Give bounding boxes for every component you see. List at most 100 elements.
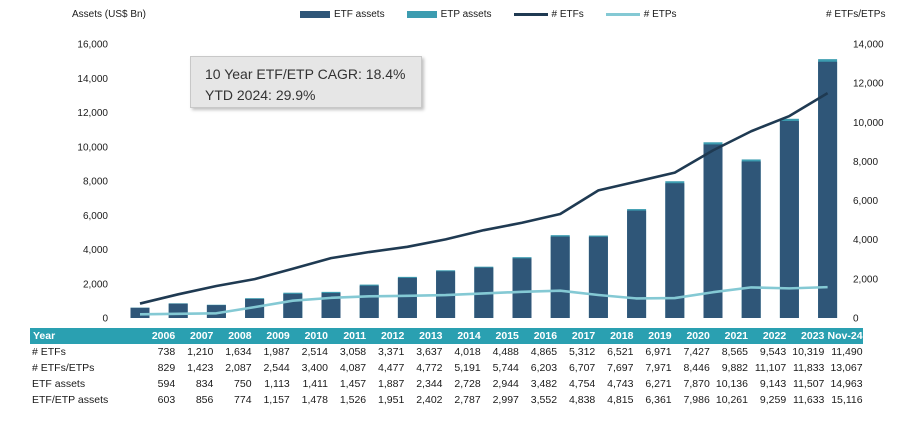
- table-header-year: 2013: [419, 330, 443, 342]
- table-cell: 2,402: [416, 394, 443, 406]
- left-tick-label: 14,000: [77, 74, 108, 85]
- legend-swatch-etps-count: [605, 13, 640, 16]
- table-cell: 7,697: [607, 362, 634, 374]
- legend-swatch-etf-assets: [300, 11, 330, 18]
- table-cell: 1,887: [378, 378, 405, 390]
- table-cell: 8,446: [683, 362, 710, 374]
- bar-etf-assets-2007: [168, 303, 188, 318]
- table-cell: 2,787: [454, 394, 481, 406]
- left-axis-title: Assets (US$ Bn): [72, 9, 146, 20]
- table-cell: 13,067: [830, 362, 863, 374]
- table-cell: 9,143: [759, 378, 787, 390]
- table-cell: 1,411: [302, 378, 328, 390]
- table-cell: 5,312: [568, 346, 596, 358]
- bar-etf-assets-2017: [550, 236, 570, 318]
- table-cell: 11,833: [793, 362, 825, 374]
- table-cell: 9,259: [759, 394, 787, 406]
- legend-label-etf-assets: ETF assets: [334, 9, 385, 20]
- table-header-year: 2011: [343, 330, 367, 342]
- table-cell: 8,565: [721, 346, 748, 358]
- cagr-annotation: 10 Year ETF/ETP CAGR: 18.4% YTD 2024: 29…: [190, 56, 422, 108]
- right-tick-label: 10,000: [853, 118, 884, 129]
- bar-etf-assets-2022: [741, 161, 761, 318]
- legend-label-etp-assets: ETP assets: [440, 9, 492, 20]
- table-cell: 6,361: [645, 394, 672, 406]
- table-cell: 603: [157, 394, 176, 406]
- table-header-year: 2023: [801, 330, 825, 342]
- table-header-year: 2017: [571, 330, 596, 342]
- bar-etf-assets-2016: [512, 258, 532, 318]
- table-row-label: # ETFs/ETPs: [32, 362, 95, 374]
- table-header-year: 2019: [648, 330, 672, 342]
- table-cell: 3,400: [301, 362, 328, 374]
- ytd-line: YTD 2024: 29.9%: [205, 87, 316, 103]
- legend-label-etps-count: # ETPs: [643, 9, 677, 20]
- table-cell: 3,637: [416, 346, 443, 358]
- table-row: ETF/ETP assets 603 856 774 1,157 1,478 1,526 1,…: [30, 392, 863, 408]
- right-axis-title: # ETFs/ETPs: [826, 9, 886, 20]
- table-cell: 4,087: [339, 362, 367, 374]
- bar-etf-assets-2023: [779, 120, 799, 318]
- table-cell: 4,488: [492, 346, 519, 358]
- table-cell: 11,107: [754, 362, 787, 374]
- table-cell: 3,058: [339, 346, 367, 358]
- table-header-year: 2016: [533, 330, 558, 342]
- table-cell: 1,457: [339, 378, 367, 390]
- table-cell: 4,018: [454, 346, 481, 358]
- table-header-year: 2012: [380, 330, 405, 342]
- right-tick-label: 4,000: [853, 235, 878, 246]
- table-cell: 774: [234, 394, 252, 406]
- table-cell: 7,870: [683, 378, 710, 390]
- table-cell: 2,728: [454, 378, 481, 390]
- table-row: # ETFs/ETPs 829 1,423 2,087 2,544 3,400 4,087 4…: [30, 360, 863, 376]
- right-tick-label: 12,000: [853, 79, 884, 90]
- table-header-year: 2015: [495, 330, 519, 342]
- table-header-year: 2021: [724, 330, 748, 342]
- table-cell: 3,371: [378, 346, 405, 358]
- table-cell: 7,986: [683, 394, 710, 406]
- table-cell: 10,319: [792, 346, 825, 358]
- bar-etf-assets-2018: [588, 236, 608, 318]
- table-cell: 1,526: [339, 394, 367, 406]
- left-tick-label: 0: [102, 314, 108, 325]
- table-cell: 594: [157, 378, 176, 390]
- legend-item-etfs-count: # ETFs: [513, 9, 584, 20]
- chart-legend: ETF assets ETP assets # ETFs # ETPs: [300, 9, 699, 20]
- table-cell: 5,744: [492, 362, 519, 374]
- legend-item-etp-assets: ETP assets: [406, 9, 492, 20]
- table-cell: 4,772: [416, 362, 443, 374]
- table-cell: 1,113: [264, 378, 290, 390]
- table-cell: 10,136: [715, 378, 748, 390]
- bar-etf-assets-Nov-24: [818, 61, 838, 318]
- table-cell: 2,544: [263, 362, 290, 374]
- table-cell: 11,633: [793, 394, 825, 406]
- table-cell: 856: [195, 394, 214, 406]
- bar-layer: [130, 59, 838, 319]
- table-header-year: 2018: [610, 330, 634, 342]
- table-cell: 1,157: [263, 394, 290, 406]
- left-tick-label: 10,000: [77, 142, 108, 153]
- right-tick-label: 14,000: [853, 40, 884, 51]
- chart-plot: 0 2,000 4,000 6,000 8,000 10,000 12,000 14,000 1…: [77, 40, 884, 325]
- table-header-year: 2009: [266, 330, 290, 342]
- table-cell: 10,261: [715, 394, 748, 406]
- left-tick-label: 4,000: [83, 245, 108, 256]
- table-cell: 4,815: [607, 394, 634, 406]
- table-cell: 834: [195, 378, 214, 390]
- table-cell: 1,987: [263, 346, 290, 358]
- legend-label-etfs-count: # ETFs: [551, 9, 584, 20]
- table-header-year: 2010: [304, 330, 328, 342]
- left-tick-label: 2,000: [83, 279, 108, 290]
- table-cell: 11,490: [831, 346, 863, 358]
- table-cell: 1,951: [378, 394, 405, 406]
- bar-etf-assets-2010: [283, 293, 303, 318]
- table-cell: 2,344: [416, 378, 443, 390]
- table-cell: 4,743: [607, 378, 634, 390]
- right-tick-label: 0: [853, 314, 859, 325]
- bar-etf-assets-2012: [359, 285, 379, 318]
- table-header-year: 2007: [190, 330, 214, 342]
- left-axis-ticks: 0 2,000 4,000 6,000 8,000 10,000 12,000 14,000 1…: [77, 40, 108, 325]
- table-cell: 2,944: [492, 378, 519, 390]
- table-row-label: # ETFs: [32, 346, 66, 358]
- table-row: # ETFs 738 1,210 1,634 1,987 2,514 3,058 3,371 3…: [30, 344, 863, 360]
